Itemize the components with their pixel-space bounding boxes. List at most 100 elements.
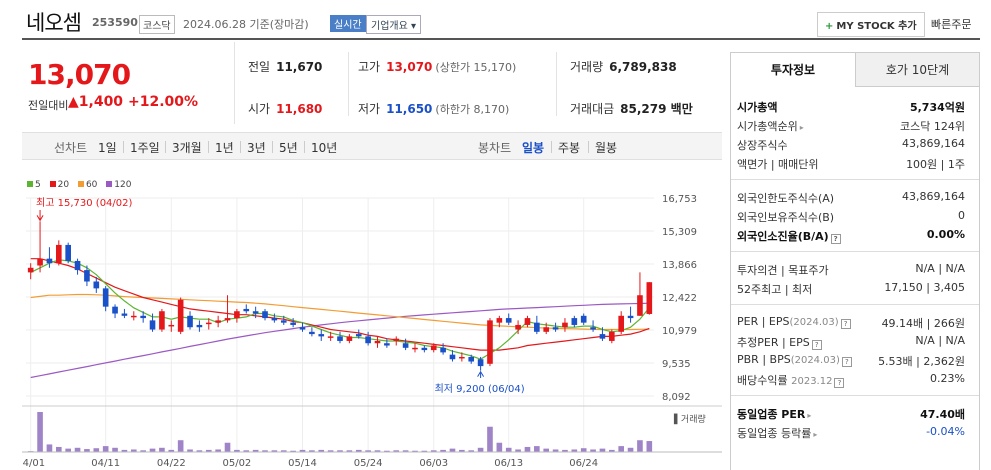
candle (618, 315, 625, 332)
chevron-right-icon[interactable]: ▸ (813, 430, 818, 439)
stat-divider (348, 52, 349, 116)
y-tick-label: 16,753 (662, 194, 697, 205)
candle (496, 318, 503, 323)
volume-bar (365, 450, 371, 452)
x-tick-label: 04/11 (91, 458, 120, 469)
row-market-cap-rank: 시가총액순위 ▸ 코스닥 124위 (731, 116, 979, 135)
week52-value: 17,150 | 3,405 (884, 281, 965, 294)
period-divider (588, 141, 589, 153)
candle-daily[interactable]: 일봉 (522, 141, 545, 155)
plus-icon: + (825, 21, 834, 32)
candle (112, 306, 118, 314)
y-tick-label: 9,535 (662, 359, 691, 370)
row-shares: 상장주식수 43,869,164 (731, 135, 979, 154)
volume-bar (309, 450, 315, 452)
candle (346, 336, 353, 341)
company-info-button[interactable]: 기업개요 ▾ (366, 15, 421, 34)
volume-bar (468, 450, 475, 452)
est-per-label: 추정PER | EPS (737, 336, 810, 349)
volume-bar (252, 449, 259, 452)
help-icon[interactable]: ? (830, 234, 841, 244)
stock-header: 네오셈 253590 코스닥 2024.06.28 기준(장마감) 실시간 기업… (0, 0, 991, 42)
period-3y[interactable]: 3년 (247, 141, 266, 155)
candle-monthly[interactable]: 월봉 (595, 141, 618, 155)
x-tick-label: 04/22 (157, 458, 186, 469)
period-1y[interactable]: 1년 (215, 141, 234, 155)
volume-bar (280, 450, 287, 452)
stat-amount-value: 85,279 백만 (620, 102, 693, 116)
volume-bar (224, 442, 231, 452)
volume-bar (515, 449, 521, 452)
volume-bar (440, 449, 446, 452)
realtime-button[interactable]: 실시간 (330, 15, 366, 32)
x-tick-label: 05/24 (354, 458, 383, 469)
candle (449, 354, 456, 360)
candle (393, 338, 400, 341)
candle (55, 244, 62, 264)
stat-amount: 거래대금 85,279 백만 (570, 100, 693, 117)
candle (205, 322, 212, 325)
stat-lower-limit: (하한가 8,170) (435, 103, 510, 116)
market-cap-value: 5,734억원 (909, 101, 965, 114)
tab-invest-info[interactable]: 투자정보 (731, 53, 855, 87)
candle (37, 258, 43, 266)
row-sector-per: 동일업종 PER ▸ 47.40배 (731, 404, 979, 423)
volume-bar (505, 447, 512, 452)
low-annotation: 최저 9,200 (06/04) (435, 383, 525, 395)
row-foreign-hold: 외국인보유주식수(B) 0 (731, 207, 979, 226)
panel-tabs: 투자정보 호가 10단계 (731, 53, 979, 87)
face-value: 100원 | 1주 (906, 158, 965, 171)
help-icon[interactable]: ? (834, 378, 845, 388)
candle (102, 288, 109, 307)
legend-swatch (77, 181, 84, 187)
high-annotation: 최고 15,730 (04/02) (36, 197, 132, 209)
candle (93, 281, 100, 289)
candle (262, 311, 268, 319)
y-tick-label: 13,866 (662, 260, 697, 271)
candle (515, 324, 521, 330)
volume-bar (421, 450, 428, 452)
chevron-right-icon[interactable]: ▸ (799, 123, 804, 132)
volume-bar (496, 442, 503, 452)
candle (168, 324, 175, 327)
x-tick-label: 06/13 (494, 458, 523, 469)
week52-label: 52주최고 | 최저 (737, 283, 813, 296)
period-3m[interactable]: 3개월 (172, 141, 202, 155)
help-icon[interactable]: ? (840, 319, 851, 329)
period-1w[interactable]: 1주일 (130, 141, 160, 155)
y-tick-label: 15,309 (662, 227, 697, 238)
period-1d[interactable]: 1일 (98, 141, 117, 155)
ma-legend: 5 20 60 120 (27, 180, 137, 190)
opinion-value: N/A | N/A (915, 262, 965, 275)
sector-per-value: 47.40배 (920, 408, 965, 421)
candle-weekly[interactable]: 주봉 (558, 141, 581, 155)
period-5y[interactable]: 5년 (279, 141, 298, 155)
candle (384, 343, 390, 346)
chart-period-bar: 선차트 1일 1주일 3개월 1년 3년 5년 10년 봉차트 일봉 주봉 월봉 (22, 132, 722, 160)
volume-bar (55, 446, 62, 452)
chevron-right-icon[interactable]: ▸ (807, 411, 812, 420)
market-cap-label: 시가총액 (737, 101, 778, 114)
candle (430, 345, 437, 351)
add-mystock-button[interactable]: + MY STOCK 추가 (817, 12, 925, 37)
tab-hoga-10[interactable]: 호가 10단계 (855, 53, 979, 87)
volume-bar (543, 448, 550, 452)
quick-order-button[interactable]: 빠른주문 (931, 18, 972, 31)
price-summary: 13,070 전일대비 ▲1,400 +12.00% (22, 42, 235, 124)
volume-bar (318, 449, 325, 452)
base-date: 2024.06.28 기준(장마감) (183, 18, 309, 31)
legend-ma20-label: 20 (57, 180, 70, 190)
stat-upper-limit: (상한가 15,170) (435, 61, 517, 74)
help-icon[interactable]: ? (811, 340, 822, 350)
volume-bar (290, 450, 296, 452)
help-icon[interactable]: ? (841, 357, 852, 367)
change-rate: +12.00% (128, 94, 199, 110)
period-divider (240, 141, 241, 153)
candle (318, 334, 325, 337)
price-chart[interactable]: 16,753 15,309 13,866 12,422 10,979 9,535 8,092… (22, 176, 722, 470)
candle (571, 318, 578, 325)
period-10y[interactable]: 10년 (311, 141, 338, 155)
volume-bar (327, 450, 334, 452)
volume-bar (130, 449, 137, 452)
foreign-limit-value: 43,869,164 (902, 190, 965, 203)
